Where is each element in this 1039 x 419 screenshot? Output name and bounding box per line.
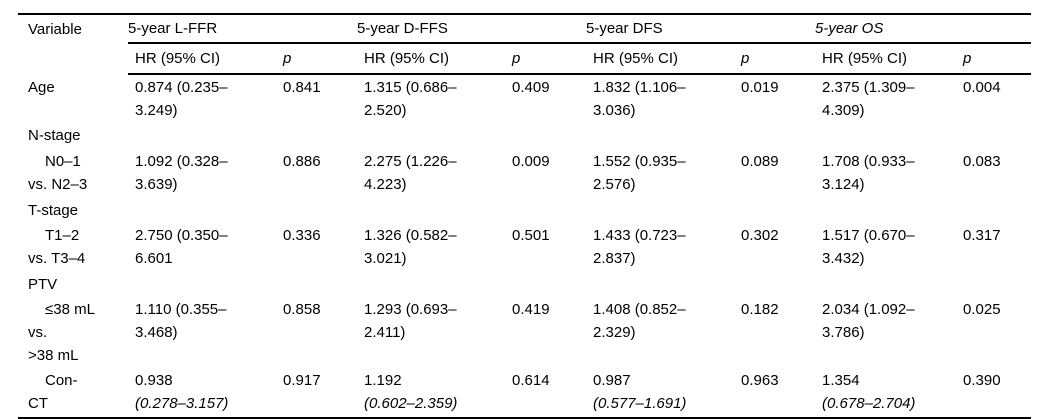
hr-ci-cell: 0.874 (0.235– 3.249) [135,79,228,119]
p-value-cell: 0.858 [283,301,321,319]
p-value-cell: 0.390 [963,372,1001,390]
table-row-con-ct: Con- CT 0.938 (0.278–3.157) 0.917 1.192 … [18,368,1031,416]
hr-ci-cell: 2.275 (1.226– 4.223) [364,153,457,193]
row-label: PTV [18,272,128,298]
row-label-line: >38 mL [28,346,79,364]
row-label-line: Age [28,79,55,96]
column-header-hr-ci: HR (95% CI) [815,44,956,75]
p-value-cell: 0.182 [741,301,779,319]
row-label-line: Con- [45,372,78,390]
row-label-line: vs. [28,324,48,342]
table-row-n-stage: N-stage [18,123,1031,149]
hr-ci-cell: 1.092 (0.328– 3.639) [135,153,228,193]
p-value-cell: 0.083 [963,153,1001,171]
row-label: N-stage [18,123,128,149]
hr-ci-cell: 1.517 (0.670– 3.432) [822,227,915,267]
row-label: T1–2 vs. T3–4 [18,223,128,271]
p-value-cell: 0.336 [283,227,321,245]
hr-ci-cell: 1.293 (0.693– 2.411) [364,301,457,342]
column-header-p: p [734,44,815,75]
column-header-hr-ci: HR (95% CI) [357,44,505,75]
p-value-cell: 0.614 [512,372,550,390]
p-value-cell: 0.025 [963,301,1001,319]
column-header-hr-ci: HR (95% CI) [586,44,734,75]
row-label-line: CT [28,395,48,413]
table-row-ptv-38ml: ≤38 mL vs. >38 mL 1.110 (0.355– 3.468) 0… [18,297,1031,368]
hr-ci-cell: 2.034 (1.092– 3.786) [822,301,915,342]
row-label-line: N0–1 [45,153,81,171]
hr-ci-cell: 1.552 (0.935– 2.576) [593,153,686,193]
row-label: N0–1 vs. N2–3 [18,149,128,197]
p-value-cell: 0.963 [741,372,779,390]
row-label: ≤38 mL vs. >38 mL [18,297,128,368]
hr-ci-cell: 1.315 (0.686– 2.520) [364,79,457,119]
hr-ci-cell: 1.408 (0.852– 2.329) [593,301,686,342]
hr-ci-cell: 0.938 (0.278–3.157) [135,372,229,413]
column-header-p: p [956,44,1031,75]
sub-header-spacer [18,44,128,75]
row-label-line: vs. T3–4 [28,249,86,267]
hr-ci-cell: 1.708 (0.933– 3.124) [822,153,915,193]
group-header-lffr: 5-year L-FFR [128,15,357,44]
row-label-line: vs. N2–3 [28,175,88,193]
column-header-variable: Variable [28,21,82,38]
row-label-line: T1–2 [45,227,80,245]
hr-ci-cell: 1.433 (0.723– 2.837) [593,227,686,267]
hr-ci-cell: 1.110 (0.355– 3.468) [135,301,227,342]
row-label-line: N-stage [28,127,81,145]
table-row-age: Age 0.874 (0.235– 3.249) 0.841 1.315 (0.… [18,75,1031,123]
row-label: T-stage [18,198,128,224]
hr-ci-cell: 1.832 (1.106– 3.036) [593,79,686,119]
p-value-cell: 0.419 [512,301,550,319]
column-header-hr-ci: HR (95% CI) [128,44,276,75]
p-value-cell: 0.004 [963,79,1001,96]
p-value-cell: 0.089 [741,153,779,171]
sub-header-row: HR (95% CI) p HR (95% CI) p HR (95% CI) … [18,44,1031,75]
p-value-cell: 0.886 [283,153,321,171]
p-value-cell: 0.841 [283,79,321,96]
p-value-cell: 0.019 [741,79,779,96]
p-value-cell: 0.009 [512,153,550,171]
row-label-line: PTV [28,275,58,293]
hr-ci-cell: 2.750 (0.350– 6.601 [135,227,228,267]
table-row-t-stage: T-stage [18,198,1031,224]
row-label: Con- CT [18,368,128,416]
p-value-cell: 0.409 [512,79,550,96]
group-header-os: 5-year OS [815,15,1031,44]
hr-ci-cell: 1.326 (0.582– 3.021) [364,227,457,267]
hr-ci-cell: 0.987 (0.577–1.691) [593,372,687,413]
p-value-cell: 0.501 [512,227,550,245]
hr-ci-cell: 1.354 (0.678–2.704) [822,372,916,413]
table-row-ptv: PTV [18,272,1031,298]
hr-ci-cell: 1.192 (0.602–2.359) [364,372,458,413]
row-label-line: ≤38 mL [45,301,95,319]
p-value-cell: 0.317 [963,227,1001,245]
table-row-n0-1-vs-n2-3: N0–1 vs. N2–3 1.092 (0.328– 3.639) 0.886… [18,149,1031,197]
p-value-cell: 0.917 [283,372,321,390]
column-header-p: p [505,44,586,75]
table-row-t1-2-vs-t3-4: T1–2 vs. T3–4 2.750 (0.350– 6.601 0.336 … [18,223,1031,271]
p-value-cell: 0.302 [741,227,779,245]
group-header-dffs: 5-year D-FFS [357,15,586,44]
row-label-line: T-stage [28,201,79,219]
row-label: Age [18,75,128,123]
column-header-p: p [276,44,357,75]
group-header-dfs: 5-year DFS [586,15,815,44]
multivariate-analysis-table: Variable 5-year L-FFR 5-year D-FFS 5-yea… [18,13,1031,419]
hr-ci-cell: 2.375 (1.309– 4.309) [822,79,915,119]
group-header-row: Variable 5-year L-FFR 5-year D-FFS 5-yea… [18,15,1031,44]
